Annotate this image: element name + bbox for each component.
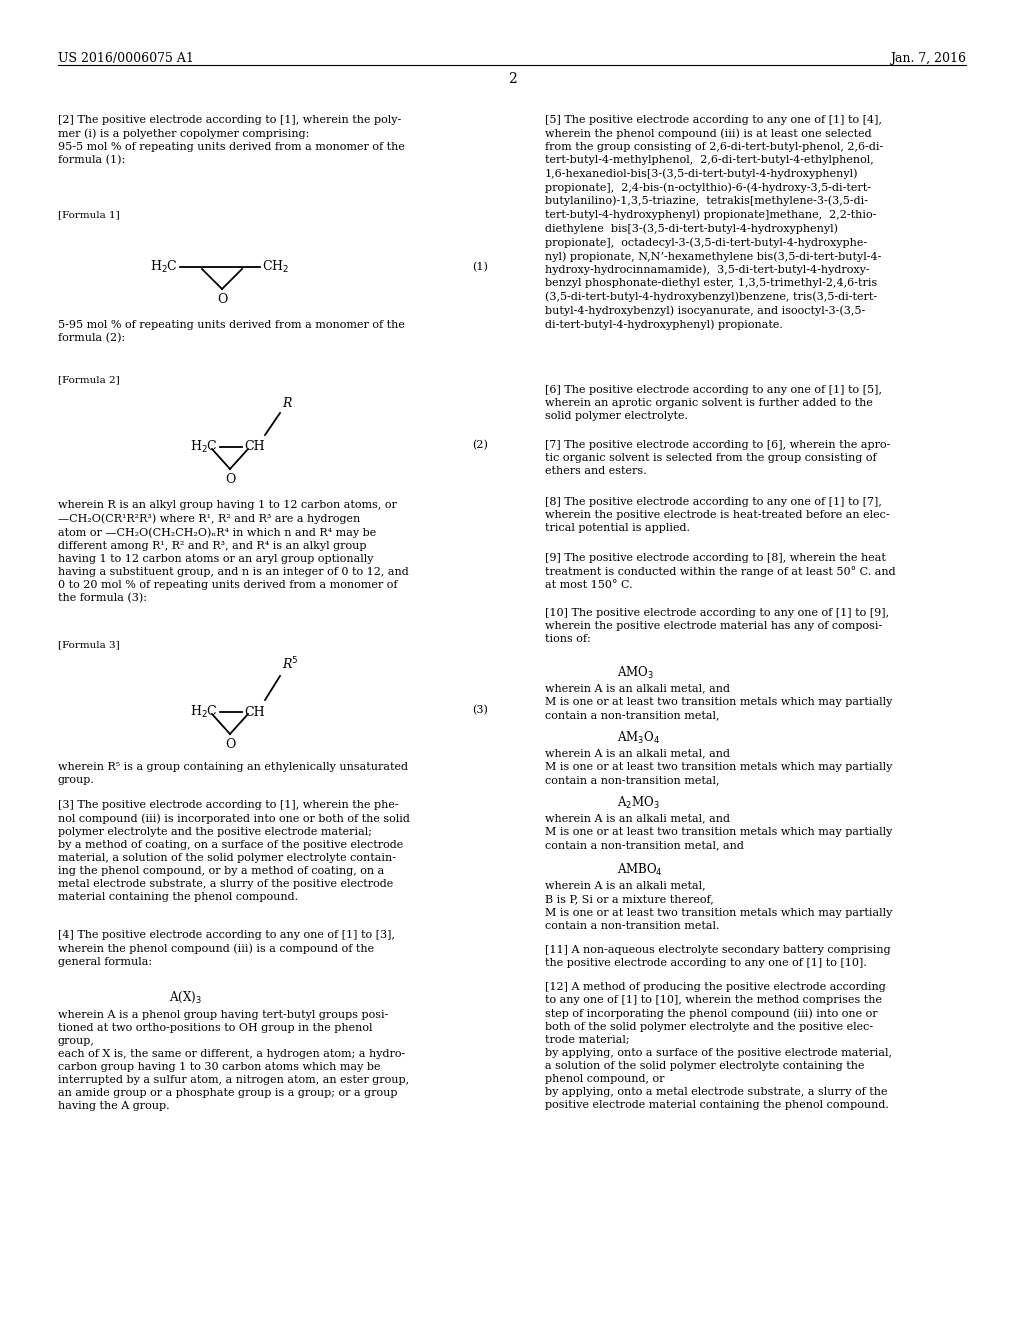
Text: AMBO$_4$: AMBO$_4$ [617, 862, 663, 878]
Text: [5] The positive electrode according to any one of [1] to [4],
wherein the pheno: [5] The positive electrode according to … [545, 115, 884, 330]
Text: M is one or at least two transition metals which may partially
contain a non-tra: M is one or at least two transition meta… [545, 828, 892, 850]
Text: B is P, Si or a mixture thereof,: B is P, Si or a mixture thereof, [545, 894, 714, 904]
Text: AM$_3$O$_4$: AM$_3$O$_4$ [617, 730, 659, 746]
Text: wherein R⁵ is a group containing an ethylenically unsaturated
group.: wherein R⁵ is a group containing an ethy… [58, 762, 408, 785]
Text: CH: CH [244, 705, 264, 718]
Text: A(X)$_3$: A(X)$_3$ [169, 990, 202, 1006]
Text: R: R [282, 397, 292, 411]
Text: US 2016/0006075 A1: US 2016/0006075 A1 [58, 51, 194, 65]
Text: [10] The positive electrode according to any one of [1] to [9],
wherein the posi: [10] The positive electrode according to… [545, 609, 889, 644]
Text: [4] The positive electrode according to any one of [1] to [3],
wherein the pheno: [4] The positive electrode according to … [58, 931, 395, 966]
Text: R$^5$: R$^5$ [282, 656, 299, 672]
Text: [12] A method of producing the positive electrode according
to any one of [1] to: [12] A method of producing the positive … [545, 982, 892, 1110]
Text: wherein A is an alkali metal, and: wherein A is an alkali metal, and [545, 748, 730, 758]
Text: [3] The positive electrode according to [1], wherein the phe-
nol compound (iii): [3] The positive electrode according to … [58, 800, 410, 902]
Text: Jan. 7, 2016: Jan. 7, 2016 [890, 51, 966, 65]
Text: (3): (3) [472, 705, 488, 715]
Text: [Formula 1]: [Formula 1] [58, 210, 120, 219]
Text: AMO$_3$: AMO$_3$ [617, 665, 654, 681]
Text: 2: 2 [508, 73, 516, 86]
Text: [7] The positive electrode according to [6], wherein the apro-
tic organic solve: [7] The positive electrode according to … [545, 440, 891, 477]
Text: CH$_2$: CH$_2$ [262, 259, 289, 275]
Text: O: O [225, 473, 236, 486]
Text: [6] The positive electrode according to any one of [1] to [5],
wherein an aproti: [6] The positive electrode according to … [545, 385, 882, 421]
Text: [2] The positive electrode according to [1], wherein the poly-
mer (i) is a poly: [2] The positive electrode according to … [58, 115, 404, 165]
Text: wherein A is a phenol group having tert-butyl groups posi-
tioned at two ortho-p: wherein A is a phenol group having tert-… [58, 1010, 410, 1111]
Text: [8] The positive electrode according to any one of [1] to [7],
wherein the posit: [8] The positive electrode according to … [545, 498, 890, 533]
Text: wherein A is an alkali metal,: wherein A is an alkali metal, [545, 880, 706, 890]
Text: A$_2$MO$_3$: A$_2$MO$_3$ [617, 795, 659, 810]
Text: O: O [225, 738, 236, 751]
Text: 5-95 mol % of repeating units derived from a monomer of the
formula (2):: 5-95 mol % of repeating units derived fr… [58, 319, 404, 343]
Text: M is one or at least two transition metals which may partially
contain a non-tra: M is one or at least two transition meta… [545, 908, 892, 931]
Text: CH: CH [244, 441, 264, 454]
Text: (2): (2) [472, 440, 488, 450]
Text: H$_2$C: H$_2$C [190, 704, 218, 719]
Text: wherein A is an alkali metal, and: wherein A is an alkali metal, and [545, 682, 730, 693]
Text: M is one or at least two transition metals which may partially
contain a non-tra: M is one or at least two transition meta… [545, 697, 892, 719]
Text: [11] A non-aqueous electrolyte secondary battery comprising
the positive electro: [11] A non-aqueous electrolyte secondary… [545, 945, 891, 968]
Text: [Formula 2]: [Formula 2] [58, 375, 120, 384]
Text: M is one or at least two transition metals which may partially
contain a non-tra: M is one or at least two transition meta… [545, 762, 892, 785]
Text: H$_2$C: H$_2$C [151, 259, 178, 275]
Text: [Formula 3]: [Formula 3] [58, 640, 120, 649]
Text: wherein A is an alkali metal, and: wherein A is an alkali metal, and [545, 813, 730, 822]
Text: [9] The positive electrode according to [8], wherein the heat
treatment is condu: [9] The positive electrode according to … [545, 553, 896, 590]
Text: wherein R is an alkyl group having 1 to 12 carbon atoms, or
—CH₂O(CR¹R²R³) where: wherein R is an alkyl group having 1 to … [58, 500, 409, 603]
Text: O: O [217, 293, 227, 306]
Text: (1): (1) [472, 261, 488, 272]
Text: H$_2$C: H$_2$C [190, 440, 218, 455]
